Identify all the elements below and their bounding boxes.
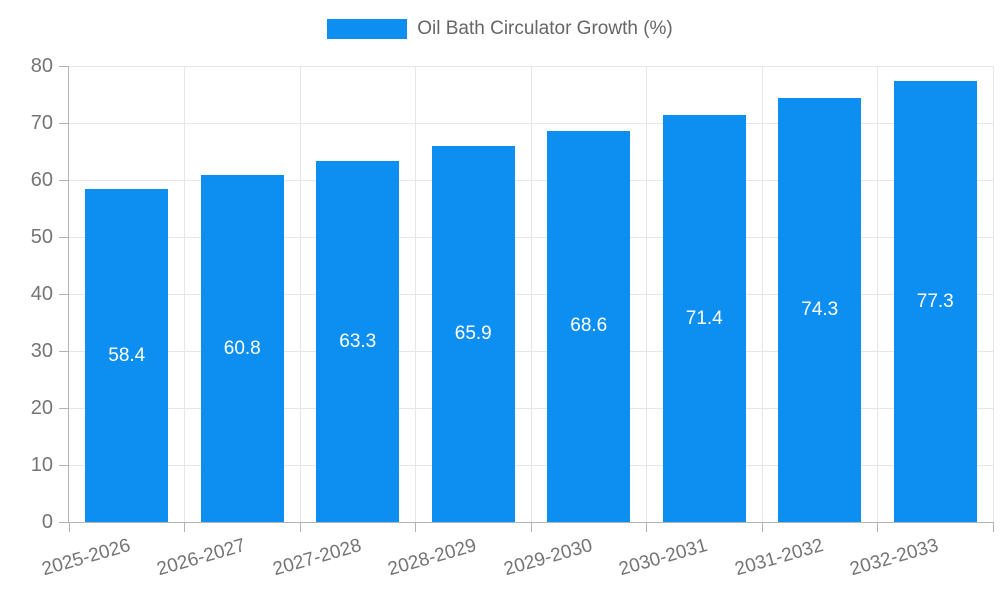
bar[interactable] (893, 81, 977, 522)
bar-value-label: 68.6 (570, 315, 608, 337)
y-axis-tick-label: 10 (30, 454, 53, 476)
y-axis-tick (59, 293, 69, 295)
y-axis-tick (59, 407, 69, 409)
x-axis-tick (415, 522, 416, 532)
x-axis-tick (761, 522, 763, 532)
y-axis-tick-label: 80 (30, 55, 53, 77)
y-axis-tick-label: 30 (30, 340, 53, 362)
y-axis-tick-label: 20 (30, 397, 53, 419)
y-axis-tick (59, 65, 69, 67)
x-gridline (877, 66, 878, 522)
x-gridline (184, 66, 185, 522)
bar-value-label: 58.4 (108, 344, 146, 366)
y-axis-tick (59, 179, 69, 181)
y-axis-tick-label: 0 (41, 511, 53, 533)
x-axis-tick (68, 522, 70, 532)
bar[interactable] (200, 175, 284, 522)
legend-label: Oil Bath Circulator Growth (%) (417, 18, 673, 39)
x-gridline (415, 66, 416, 522)
legend-swatch (327, 19, 408, 39)
bar-value-label: 71.4 (685, 307, 723, 329)
y-axis-tick (59, 464, 69, 466)
x-axis-tick (184, 522, 185, 532)
y-axis-tick-label: 50 (30, 226, 53, 248)
x-axis-tick (646, 522, 647, 532)
y-axis-tick-label: 60 (30, 169, 53, 191)
x-axis-tick (877, 522, 878, 532)
y-axis-tick (59, 350, 69, 352)
x-gridline (530, 66, 532, 522)
x-gridline (299, 66, 301, 522)
x-gridline (761, 66, 763, 522)
x-axis-tick (530, 522, 532, 532)
bar[interactable] (778, 98, 862, 522)
bar[interactable] (547, 130, 631, 522)
bar[interactable] (85, 189, 169, 522)
x-axis-line (68, 522, 993, 523)
y-axis-tick-label: 40 (30, 283, 53, 305)
chart-legend[interactable]: Oil Bath Circulator Growth (%) (0, 18, 1000, 40)
bar[interactable] (662, 115, 746, 522)
bar-value-label: 77.3 (916, 290, 954, 312)
y-axis-tick (59, 236, 69, 238)
bar-value-label: 63.3 (339, 330, 377, 352)
x-axis-tick (992, 522, 994, 532)
x-axis-tick (299, 522, 301, 532)
bar[interactable] (316, 161, 400, 522)
bar[interactable] (431, 146, 515, 522)
y-axis-tick (59, 521, 69, 523)
x-gridline (992, 66, 994, 522)
y-axis-tick-label: 70 (30, 112, 53, 134)
y-axis-line (68, 66, 69, 522)
bar-value-label: 74.3 (801, 299, 839, 321)
bar-value-label: 65.9 (454, 323, 492, 345)
bar-value-label: 60.8 (223, 337, 261, 359)
x-gridline (646, 66, 647, 522)
y-axis-tick (59, 122, 69, 124)
